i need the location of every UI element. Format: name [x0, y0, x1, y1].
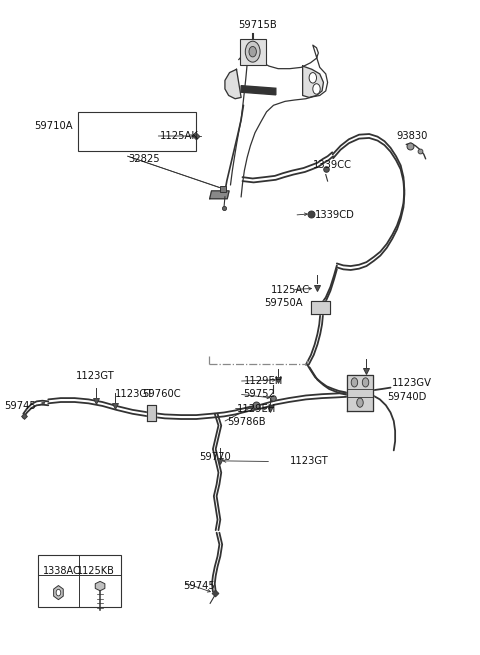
Text: 59752: 59752	[243, 389, 276, 399]
Text: 1338AC: 1338AC	[43, 566, 81, 576]
Text: 59745: 59745	[4, 401, 36, 411]
Text: 1129EH: 1129EH	[237, 403, 276, 413]
Text: 59786B: 59786B	[227, 417, 266, 427]
Circle shape	[309, 73, 316, 83]
Text: 59750A: 59750A	[264, 297, 303, 308]
Text: 1123GV: 1123GV	[391, 378, 432, 388]
Bar	[37, 555, 121, 607]
Text: 59710A: 59710A	[34, 121, 72, 131]
Polygon shape	[312, 301, 330, 314]
Polygon shape	[95, 582, 105, 591]
Circle shape	[245, 41, 260, 62]
Polygon shape	[241, 86, 276, 95]
Text: 59770: 59770	[200, 452, 231, 462]
Circle shape	[56, 590, 61, 596]
Circle shape	[362, 378, 369, 387]
Polygon shape	[302, 66, 324, 98]
Text: 59745: 59745	[183, 582, 215, 591]
Text: 1125AC: 1125AC	[271, 284, 310, 295]
Text: 59740D: 59740D	[387, 392, 426, 402]
Text: 1125KB: 1125KB	[77, 566, 115, 576]
Text: 59760C: 59760C	[143, 388, 181, 398]
Polygon shape	[210, 191, 229, 198]
Polygon shape	[225, 69, 241, 99]
Polygon shape	[147, 405, 156, 421]
Text: 1123GT: 1123GT	[76, 371, 115, 381]
Bar	[240, 39, 265, 65]
Bar	[78, 112, 196, 151]
Polygon shape	[347, 375, 373, 411]
Text: 1339CD: 1339CD	[315, 210, 355, 220]
Text: 1129EH: 1129EH	[243, 376, 283, 386]
Circle shape	[351, 378, 358, 387]
Text: 59715B: 59715B	[238, 20, 276, 30]
Text: 1125AK: 1125AK	[160, 131, 199, 141]
Text: 1339CC: 1339CC	[313, 160, 352, 170]
Text: 93830: 93830	[396, 131, 427, 141]
Text: 1123GT: 1123GT	[290, 457, 328, 466]
Circle shape	[313, 84, 320, 94]
Polygon shape	[54, 586, 63, 600]
Text: 32825: 32825	[128, 154, 159, 164]
Circle shape	[249, 47, 256, 57]
Circle shape	[357, 398, 363, 407]
Text: 1123GT: 1123GT	[115, 388, 154, 398]
